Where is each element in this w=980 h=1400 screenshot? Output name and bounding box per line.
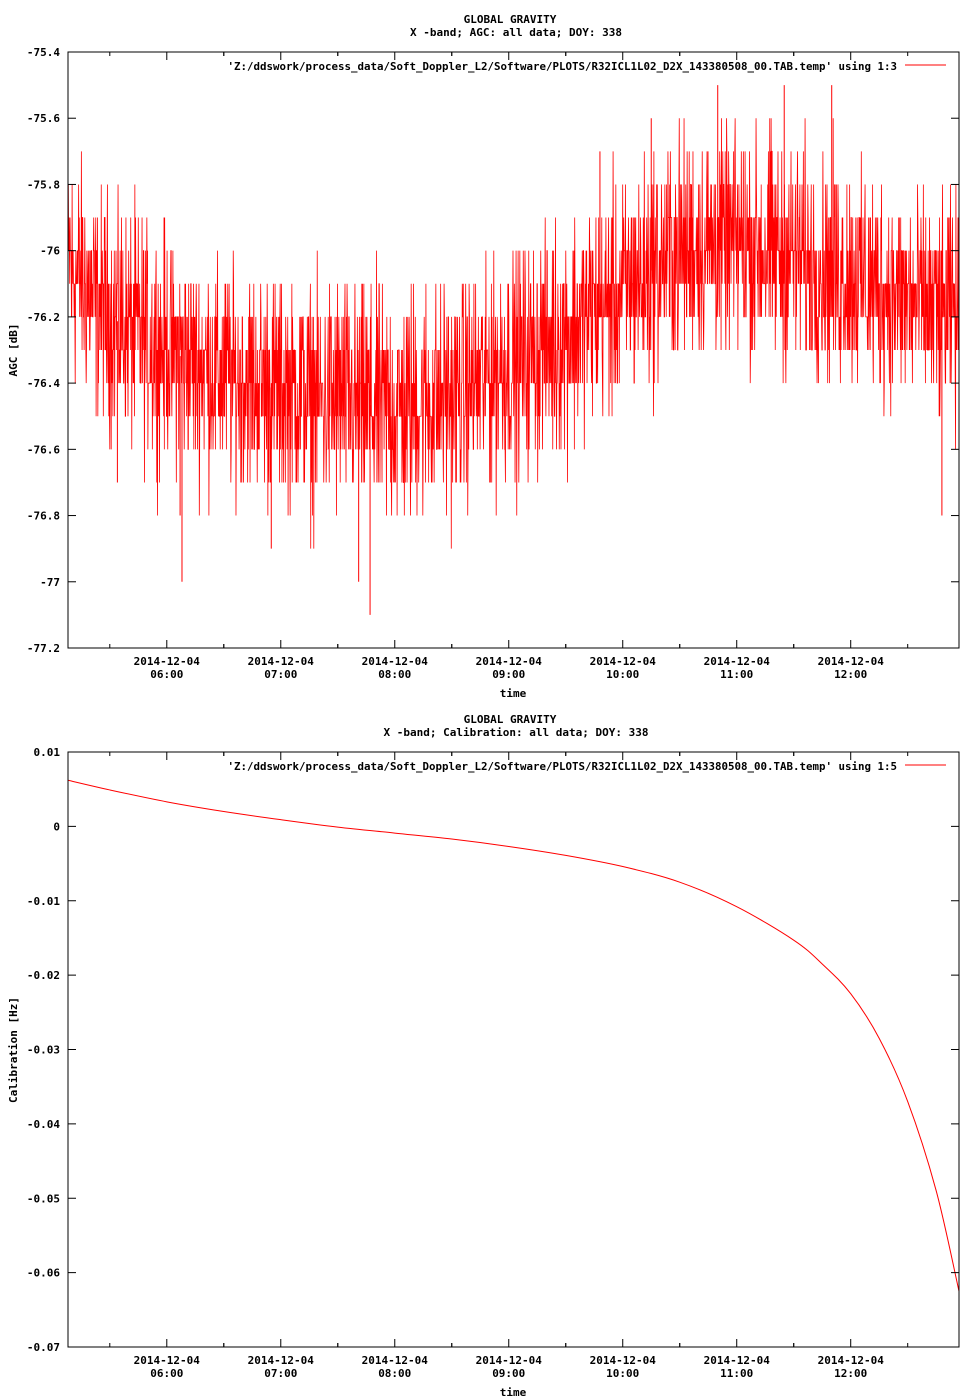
- calibration-chart-subtitle: X -band; Calibration: all data; DOY: 338: [384, 726, 649, 739]
- agc-xtick-time-label: 10:00: [606, 668, 639, 681]
- agc-ytick-label: -76: [40, 245, 60, 258]
- calibration-xtick-date-label: 2014-12-04: [476, 1354, 543, 1367]
- calibration-xtick-date-label: 2014-12-04: [248, 1354, 315, 1367]
- calibration-ytick-label: -0.03: [27, 1044, 60, 1057]
- agc-chart-subtitle: X -band; AGC: all data; DOY: 338: [410, 26, 622, 39]
- calibration-xtick-date-label: 2014-12-04: [590, 1354, 657, 1367]
- calibration-xtick-time-label: 06:00: [150, 1367, 183, 1380]
- calibration-data-layer: [67, 779, 960, 1292]
- calibration-legend: 'Z:/ddswork/process_data/Soft_Doppler_L2…: [227, 760, 946, 773]
- agc-x-axis-label: time: [500, 687, 527, 700]
- agc-ytick-label: -75.4: [27, 46, 60, 59]
- calibration-ytick-label: -0.07: [27, 1341, 60, 1354]
- calibration-chart-title: GLOBAL GRAVITY: [464, 713, 557, 726]
- calibration-x-axis: 2014-12-0406:002014-12-0407:002014-12-04…: [109, 752, 909, 1380]
- agc-xtick-time-label: 06:00: [150, 668, 183, 681]
- agc-ytick-label: -77.2: [27, 642, 60, 655]
- calibration-ytick-label: -0.05: [27, 1192, 60, 1205]
- agc-chart: GLOBAL GRAVITY X -band; AGC: all data; D…: [7, 13, 960, 700]
- agc-legend-label: 'Z:/ddswork/process_data/Soft_Doppler_L2…: [227, 60, 897, 73]
- agc-plot-frame: [67, 51, 960, 649]
- agc-ytick-label: -76.6: [27, 443, 60, 456]
- agc-xtick-time-label: 07:00: [264, 668, 297, 681]
- calibration-y-axis: 0.01 0 -0.01 -0.02 -0.03 -0.04 -0.05 -0.06 -0.07: [27, 746, 959, 1354]
- calibration-legend-label: 'Z:/ddswork/process_data/Soft_Doppler_L2…: [227, 760, 897, 773]
- agc-xtick-date-label: 2014-12-04: [362, 655, 429, 668]
- calibration-ytick-label: 0: [53, 820, 60, 833]
- agc-ytick-label: -76.2: [27, 311, 60, 324]
- calibration-x-axis-label: time: [500, 1386, 527, 1399]
- agc-y-axis: -75.4 -75.6 -75.8 -76 -76.2 -76.4 -76.6 -76.8 -7…: [27, 46, 959, 655]
- calibration-ytick-label: -0.06: [27, 1267, 60, 1280]
- agc-ytick-label: -76.8: [27, 510, 60, 523]
- agc-xtick-date-label: 2014-12-04: [818, 655, 885, 668]
- calibration-chart: GLOBAL GRAVITY X -band; Calibration: all…: [7, 713, 960, 1399]
- agc-ytick-label: -75.8: [27, 178, 60, 191]
- agc-xtick-time-label: 12:00: [834, 668, 867, 681]
- agc-data-layer: [67, 85, 960, 615]
- agc-xtick-time-label: 09:00: [492, 668, 525, 681]
- calibration-ytick-label: 0.01: [34, 746, 61, 759]
- calibration-xtick-date-label: 2014-12-04: [704, 1354, 771, 1367]
- agc-series-line: [67, 118, 960, 549]
- agc-legend: 'Z:/ddswork/process_data/Soft_Doppler_L2…: [227, 60, 946, 73]
- calibration-ytick-label: -0.04: [27, 1118, 60, 1131]
- calibration-xtick-time-label: 07:00: [264, 1367, 297, 1380]
- agc-y-axis-label: AGC [dB]: [7, 324, 20, 377]
- calibration-xtick-date-label: 2014-12-04: [362, 1354, 429, 1367]
- calibration-xtick-time-label: 12:00: [834, 1367, 867, 1380]
- calibration-xtick-date-label: 2014-12-04: [818, 1354, 885, 1367]
- calibration-series-line: [67, 779, 960, 1292]
- calibration-xtick-time-label: 09:00: [492, 1367, 525, 1380]
- calibration-xtick-time-label: 10:00: [606, 1367, 639, 1380]
- agc-xtick-date-label: 2014-12-04: [476, 655, 543, 668]
- agc-ytick-label: -75.6: [27, 112, 60, 125]
- agc-xtick-time-label: 11:00: [720, 668, 753, 681]
- agc-ytick-label: -76.4: [27, 377, 60, 390]
- calibration-ytick-label: -0.01: [27, 895, 60, 908]
- agc-xtick-time-label: 08:00: [378, 668, 411, 681]
- agc-ytick-label: -77: [40, 576, 60, 589]
- calibration-y-axis-label: Calibration [Hz]: [7, 997, 20, 1103]
- calibration-plot-frame: [67, 751, 960, 1348]
- calibration-xtick-date-label: 2014-12-04: [134, 1354, 201, 1367]
- agc-x-axis: 2014-12-0406:002014-12-0407:002014-12-04…: [109, 52, 909, 681]
- agc-xtick-date-label: 2014-12-04: [590, 655, 657, 668]
- agc-chart-title: GLOBAL GRAVITY: [464, 13, 557, 26]
- calibration-xtick-time-label: 11:00: [720, 1367, 753, 1380]
- agc-xtick-date-label: 2014-12-04: [134, 655, 201, 668]
- agc-xtick-date-label: 2014-12-04: [248, 655, 315, 668]
- agc-xtick-date-label: 2014-12-04: [704, 655, 771, 668]
- calibration-xtick-time-label: 08:00: [378, 1367, 411, 1380]
- calibration-ytick-label: -0.02: [27, 969, 60, 982]
